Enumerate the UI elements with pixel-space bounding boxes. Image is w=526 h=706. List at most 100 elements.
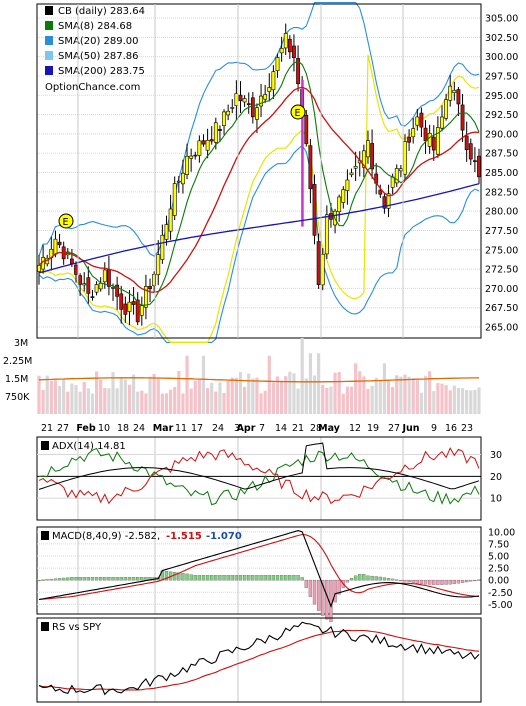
candle-body: [341, 189, 346, 203]
volume-bar: [115, 388, 119, 414]
candle-body: [292, 45, 296, 58]
price-tick-label: 295.00: [485, 91, 518, 102]
macd-tick-label: -5.00: [488, 600, 513, 611]
adx-line: [38, 442, 480, 490]
candle-body: [407, 136, 411, 143]
candle-body: [131, 301, 136, 305]
date-tick-label: Jun: [401, 423, 419, 434]
volume-bar: [362, 376, 366, 414]
macd-histogram-bar: [37, 580, 41, 582]
macd-histogram-bar: [345, 580, 350, 583]
rs-line: [38, 621, 480, 696]
candle-body: [361, 150, 366, 168]
date-tick-label: 10: [98, 423, 110, 434]
macd-tick-label: 5.00: [488, 552, 509, 563]
volume-bar: [205, 387, 210, 414]
macd-histogram-bar: [362, 574, 366, 581]
macd-histogram-bar: [136, 577, 140, 581]
volume-bar: [444, 385, 448, 414]
earnings-marker-label: E: [63, 217, 69, 228]
plus-di-line: [38, 447, 480, 506]
bollinger-bands: [38, 2, 480, 343]
macd-histogram-bar: [382, 577, 387, 581]
macd-histogram-bar: [469, 580, 473, 582]
volume-bar: [267, 355, 271, 414]
candle-body: [271, 71, 276, 91]
volume-bar: [82, 381, 86, 414]
candle-body: [353, 166, 358, 169]
volume-bar: [403, 374, 407, 414]
adx-tick-label: 30: [490, 450, 502, 461]
date-tick-label: 14: [275, 423, 287, 434]
candle-body: [345, 179, 350, 191]
macd-histogram-bar: [366, 575, 370, 581]
price-panel-frame: [36, 3, 482, 339]
macd-histogram-bar: [181, 573, 185, 581]
sma20-line: [38, 86, 480, 294]
macd-histogram-bar: [263, 575, 267, 581]
macd-histogram-bar: [407, 580, 411, 583]
macd-histogram-bar: [111, 577, 115, 581]
candle-body: [209, 139, 214, 142]
candle-body: [275, 57, 280, 72]
candle-body: [394, 168, 399, 184]
macd-histogram-bar: [436, 580, 440, 585]
volume-bar: [247, 373, 251, 414]
volume-bar: [329, 386, 333, 414]
volume-bar: [131, 374, 136, 414]
legend-sma20: SMA(20) 289.00: [58, 36, 139, 47]
channel-line: [38, 54, 480, 343]
candle-body: [304, 114, 309, 144]
price-tick-label: 300.00: [485, 52, 518, 63]
earnings-marker-1: E: [58, 213, 74, 229]
volume-bar: [399, 376, 403, 414]
candle-body: [123, 303, 128, 315]
volume-bar: [123, 379, 127, 414]
candle-body: [267, 87, 272, 92]
candle-body: [287, 38, 292, 53]
candle-body: [86, 277, 91, 294]
candle-body: [403, 141, 407, 175]
candle-body: [102, 269, 107, 283]
candle-body: [448, 85, 453, 101]
candle-body: [164, 224, 169, 240]
volume-bar: [477, 387, 481, 414]
candle-body: [74, 264, 78, 275]
macd-line: [38, 530, 480, 608]
volume-bar: [78, 391, 82, 414]
macd-panel-frame: [36, 526, 482, 615]
price-tick-label: 270.00: [485, 284, 518, 295]
volume-bar: [185, 355, 189, 414]
volume-bar: [90, 393, 95, 414]
price-candles: [37, 23, 481, 326]
candle-body: [78, 275, 83, 285]
macd-histogram-bar: [292, 575, 296, 581]
candle-body: [246, 103, 251, 105]
legend-swatch-cb: [45, 6, 53, 15]
volume-bar: [465, 389, 469, 414]
volume-bar: [181, 393, 185, 414]
candle-body: [213, 122, 218, 143]
macd-histogram-bar: [242, 575, 247, 581]
volume-bar: [160, 393, 164, 414]
volume-tick-1.5m: 1.5M: [5, 374, 28, 385]
adx-label: ADX(14) 14.81: [52, 441, 126, 452]
candle-body: [477, 155, 481, 178]
macd-signal-callout: -1.515: [166, 531, 202, 542]
macd-tick-label: 7.50: [488, 539, 509, 550]
adx-grid: [37, 453, 481, 499]
volume-bar: [358, 371, 362, 414]
candle-body: [201, 140, 206, 145]
macd-histogram-bar: [423, 580, 428, 585]
macd-panel: 10.007.50 5.002.500.00-2.50-5.00 MACD(8,4…: [36, 526, 515, 622]
macd-histogram-bar: [218, 575, 222, 581]
watermark: OptionChance.com: [45, 82, 140, 93]
macd-histogram-bar: [419, 580, 424, 584]
rs-panel: RS vs SPY: [36, 617, 482, 703]
candle-body: [69, 258, 74, 264]
volume-bar: [469, 390, 473, 414]
macd-lines: [38, 530, 480, 608]
volume-bar: [296, 388, 300, 414]
price-tick-label: 297.50: [485, 71, 518, 82]
